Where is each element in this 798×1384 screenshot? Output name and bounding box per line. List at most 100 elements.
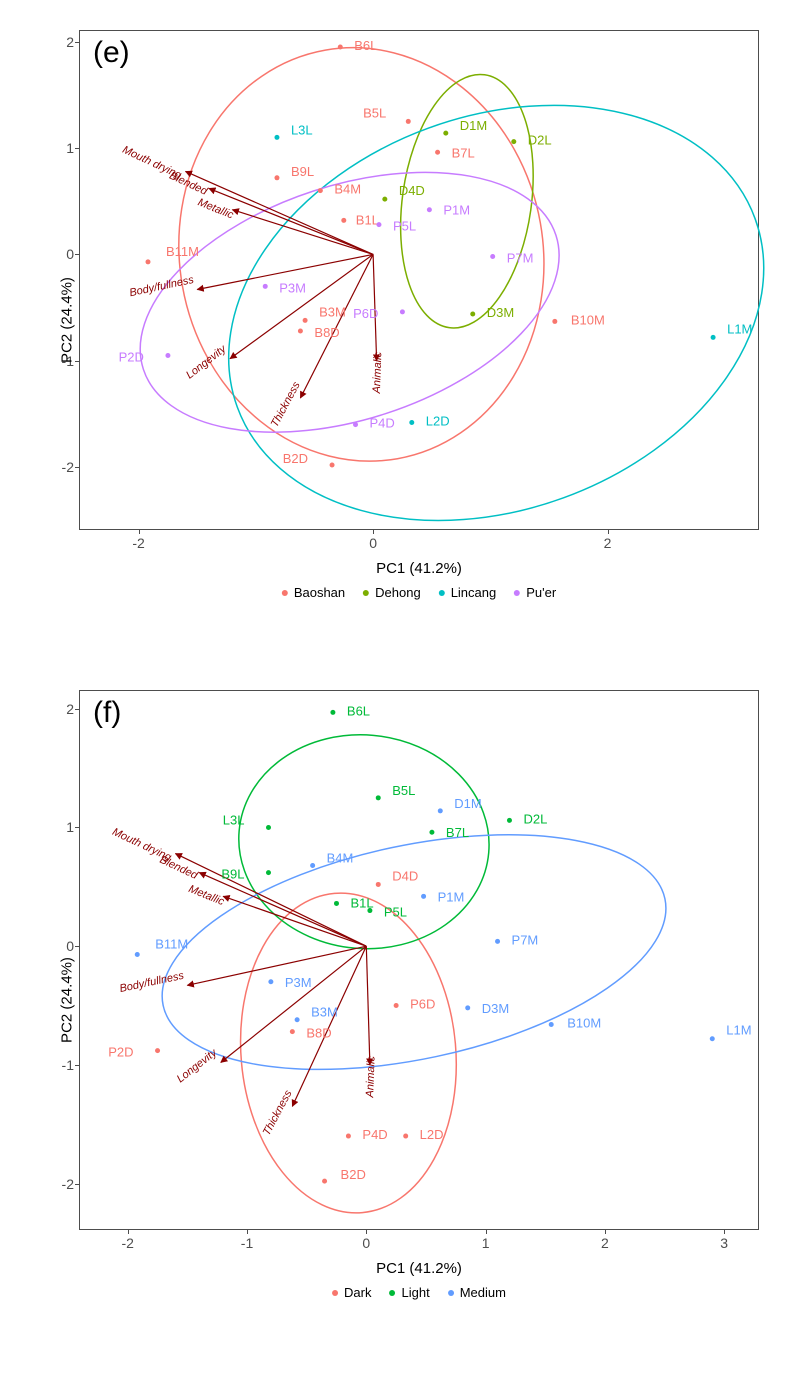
data-point <box>338 44 343 49</box>
point-label: P5L <box>393 219 416 234</box>
point-label: P1M <box>443 203 470 218</box>
group-ellipse <box>107 124 592 481</box>
panel-letter-e: (e) <box>93 36 130 70</box>
point-label: B1L <box>356 212 379 227</box>
loading-arrow <box>175 854 366 947</box>
plot-frame-f: Mouth dryingBlendedMetallicBody/fullness… <box>79 690 759 1230</box>
plot-svg-f: Mouth dryingBlendedMetallicBody/fullness… <box>80 691 760 1231</box>
data-point <box>429 830 434 835</box>
y-tick-mark <box>75 42 80 43</box>
point-label: B11M <box>166 244 199 259</box>
y-tick-mark <box>75 254 80 255</box>
data-point <box>376 222 381 227</box>
x-tick-mark <box>605 1229 606 1234</box>
legend-swatch <box>363 590 369 596</box>
y-tick-label: 0 <box>66 246 74 262</box>
loading-label: Body/fullness <box>128 274 195 299</box>
group-ellipse <box>146 19 576 491</box>
data-point <box>318 188 323 193</box>
point-label: P7M <box>512 932 539 947</box>
x-tick-label: 0 <box>362 1235 370 1251</box>
x-tick-label: -2 <box>121 1235 133 1251</box>
loading-arrow <box>199 873 366 947</box>
data-point <box>263 284 268 289</box>
data-point <box>346 1134 351 1139</box>
legend-item: Medium <box>448 1285 506 1300</box>
plot-frame-e: Mouth dryingBlendedMetallicBody/fullness… <box>79 30 759 530</box>
point-label: B5L <box>392 783 415 798</box>
point-label: P3M <box>285 975 312 990</box>
legend-label: Light <box>402 1285 430 1300</box>
legend-item: Lincang <box>439 585 497 600</box>
data-point <box>341 218 346 223</box>
data-point <box>507 818 512 823</box>
x-tick-mark <box>139 529 140 534</box>
point-label: L2D <box>420 1127 444 1142</box>
data-point <box>135 952 140 957</box>
loading-arrow <box>230 254 373 358</box>
data-point <box>409 420 414 425</box>
data-point <box>367 908 372 913</box>
loading-label: Mouth drying <box>110 826 174 864</box>
point-label: P1M <box>438 889 465 904</box>
loading-label: Thickness <box>261 1088 295 1138</box>
point-label: B9L <box>221 867 244 882</box>
legend-item: Baoshan <box>282 585 345 600</box>
panel-letter-f: (f) <box>93 696 121 730</box>
loading-arrow <box>292 946 366 1106</box>
point-label: P2D <box>108 1045 133 1060</box>
data-point <box>490 254 495 259</box>
group-ellipse <box>227 884 469 1222</box>
x-tick-mark <box>724 1229 725 1234</box>
legend-swatch <box>390 1290 396 1296</box>
loading-arrow <box>373 254 377 360</box>
point-label: B4M <box>334 182 361 197</box>
legend-label: Medium <box>460 1285 506 1300</box>
loading-label: Metallic <box>196 196 236 221</box>
data-point <box>266 870 271 875</box>
y-tick-label: 2 <box>66 701 74 717</box>
data-point <box>330 710 335 715</box>
point-label: D4D <box>392 868 418 883</box>
data-point <box>165 353 170 358</box>
point-label: B4M <box>327 850 354 865</box>
group-ellipse <box>230 724 498 959</box>
loading-label: Blended <box>158 854 200 882</box>
legend-label: Dark <box>344 1285 371 1300</box>
x-axis-title-f: PC1 (41.2%) <box>376 1260 462 1277</box>
loading-arrow <box>366 946 370 1065</box>
loading-arrow <box>209 188 373 254</box>
legend-label: Dehong <box>375 585 421 600</box>
point-label: L3L <box>223 812 245 827</box>
point-label: P3M <box>279 280 306 295</box>
data-point <box>376 882 381 887</box>
y-tick-label: 2 <box>66 34 74 50</box>
point-label: B5L <box>363 105 386 120</box>
loading-label: Animalic <box>364 1055 377 1098</box>
data-point <box>322 1179 327 1184</box>
x-tick-mark <box>128 1229 129 1234</box>
x-tick-label: 2 <box>601 1235 609 1251</box>
point-label: P5L <box>384 905 407 920</box>
data-point <box>403 1134 408 1139</box>
point-label: B8D <box>314 325 339 340</box>
point-label: B1L <box>350 895 373 910</box>
data-point <box>400 309 405 314</box>
loading-label: Mouth drying <box>120 144 184 182</box>
data-point <box>298 329 303 334</box>
point-label: B2D <box>283 451 308 466</box>
x-tick-mark <box>247 1229 248 1234</box>
data-point <box>266 825 271 830</box>
point-label: P4D <box>370 416 395 431</box>
point-label: P4D <box>362 1127 387 1142</box>
legend-f: Dark Light Medium <box>332 1285 506 1300</box>
legend-item: Pu'er <box>514 585 556 600</box>
point-label: B11M <box>155 936 188 951</box>
x-tick-label: 2 <box>604 535 612 551</box>
data-point <box>427 207 432 212</box>
group-ellipse <box>170 34 798 592</box>
data-point <box>290 1029 295 1034</box>
point-label: B6L <box>354 38 377 53</box>
x-tick-label: 3 <box>720 1235 728 1251</box>
y-tick-mark <box>75 148 80 149</box>
